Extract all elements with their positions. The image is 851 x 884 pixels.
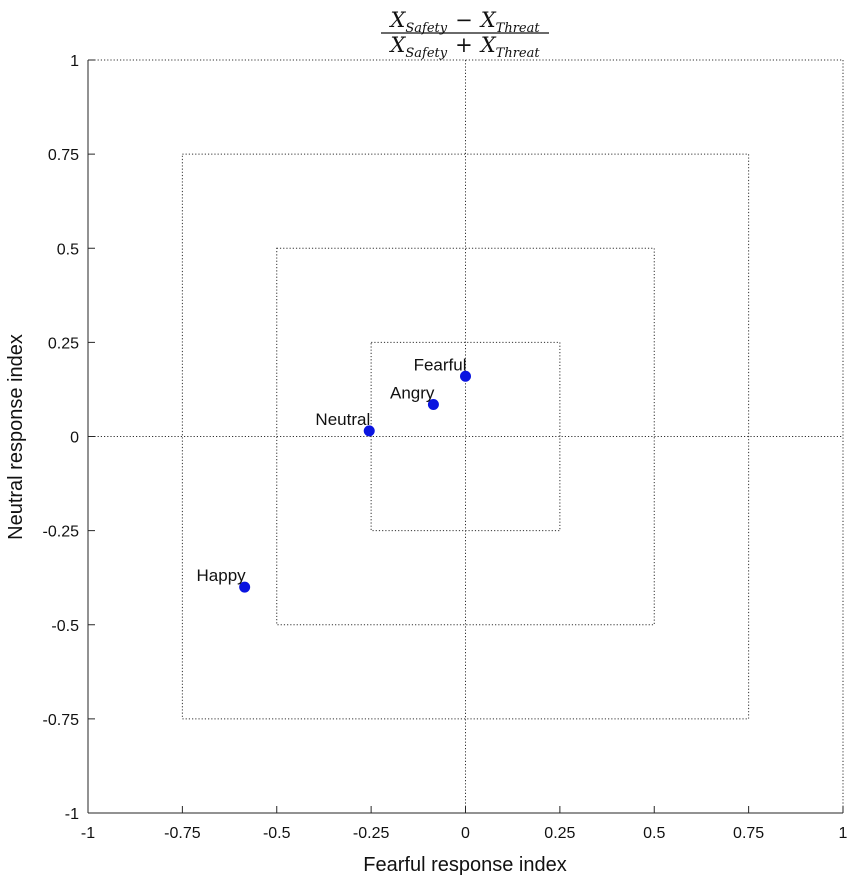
- y-tick-label: 0.75: [48, 147, 79, 164]
- x-tick-label: -0.25: [353, 825, 390, 842]
- x-axis-label: Fearful response index: [363, 854, 566, 876]
- y-tick-label: -0.5: [51, 618, 79, 635]
- x-tick-label: -1: [81, 825, 95, 842]
- y-tick-label: 0.25: [48, 335, 79, 352]
- y-tick-label: 0: [70, 430, 79, 447]
- data-label-happy: Happy: [197, 566, 247, 585]
- data-label-angry: Angry: [390, 383, 435, 402]
- data-points: Fearful Angry Neutral Happy: [197, 355, 471, 593]
- y-tick-label: -1: [65, 806, 79, 823]
- x-tick-label: 0.5: [643, 825, 665, 842]
- reference-square-0_75: [181, 153, 750, 720]
- data-point-happy: [239, 581, 251, 593]
- data-point-fearful: [460, 370, 471, 382]
- title-denominator: XSafety + XThreat: [388, 33, 540, 61]
- x-tick-label: 0.75: [733, 825, 764, 842]
- x-tick-label: -0.5: [263, 825, 291, 842]
- y-axis-label: Neutral response index: [5, 334, 27, 540]
- x-tick-label: -0.75: [164, 825, 201, 842]
- x-tick-label: 1: [839, 825, 848, 842]
- title-numerator: XSafety − XThreat: [388, 8, 540, 36]
- chart-title: XSafety − XThreat XSafety + XThreat: [381, 8, 549, 61]
- y-tick-label: -0.75: [43, 712, 80, 729]
- plot-area: [87, 59, 844, 814]
- data-point-angry: [427, 398, 439, 410]
- x-tick-label: 0: [461, 825, 470, 842]
- y-tick-label: 1: [70, 53, 79, 70]
- data-point-neutral: [363, 425, 375, 437]
- axis-ticks: -1 -0.75 -0.5 -0.25 0 0.25 0.5 0.75 1 -1 -0.75 -0.5…: [43, 53, 848, 842]
- data-label-fearful: Fearful: [414, 355, 467, 374]
- x-tick-label: 0.25: [544, 825, 575, 842]
- y-tick-label: -0.25: [43, 524, 80, 541]
- y-tick-label: 0.5: [57, 241, 79, 258]
- data-label-neutral: Neutral: [315, 410, 370, 429]
